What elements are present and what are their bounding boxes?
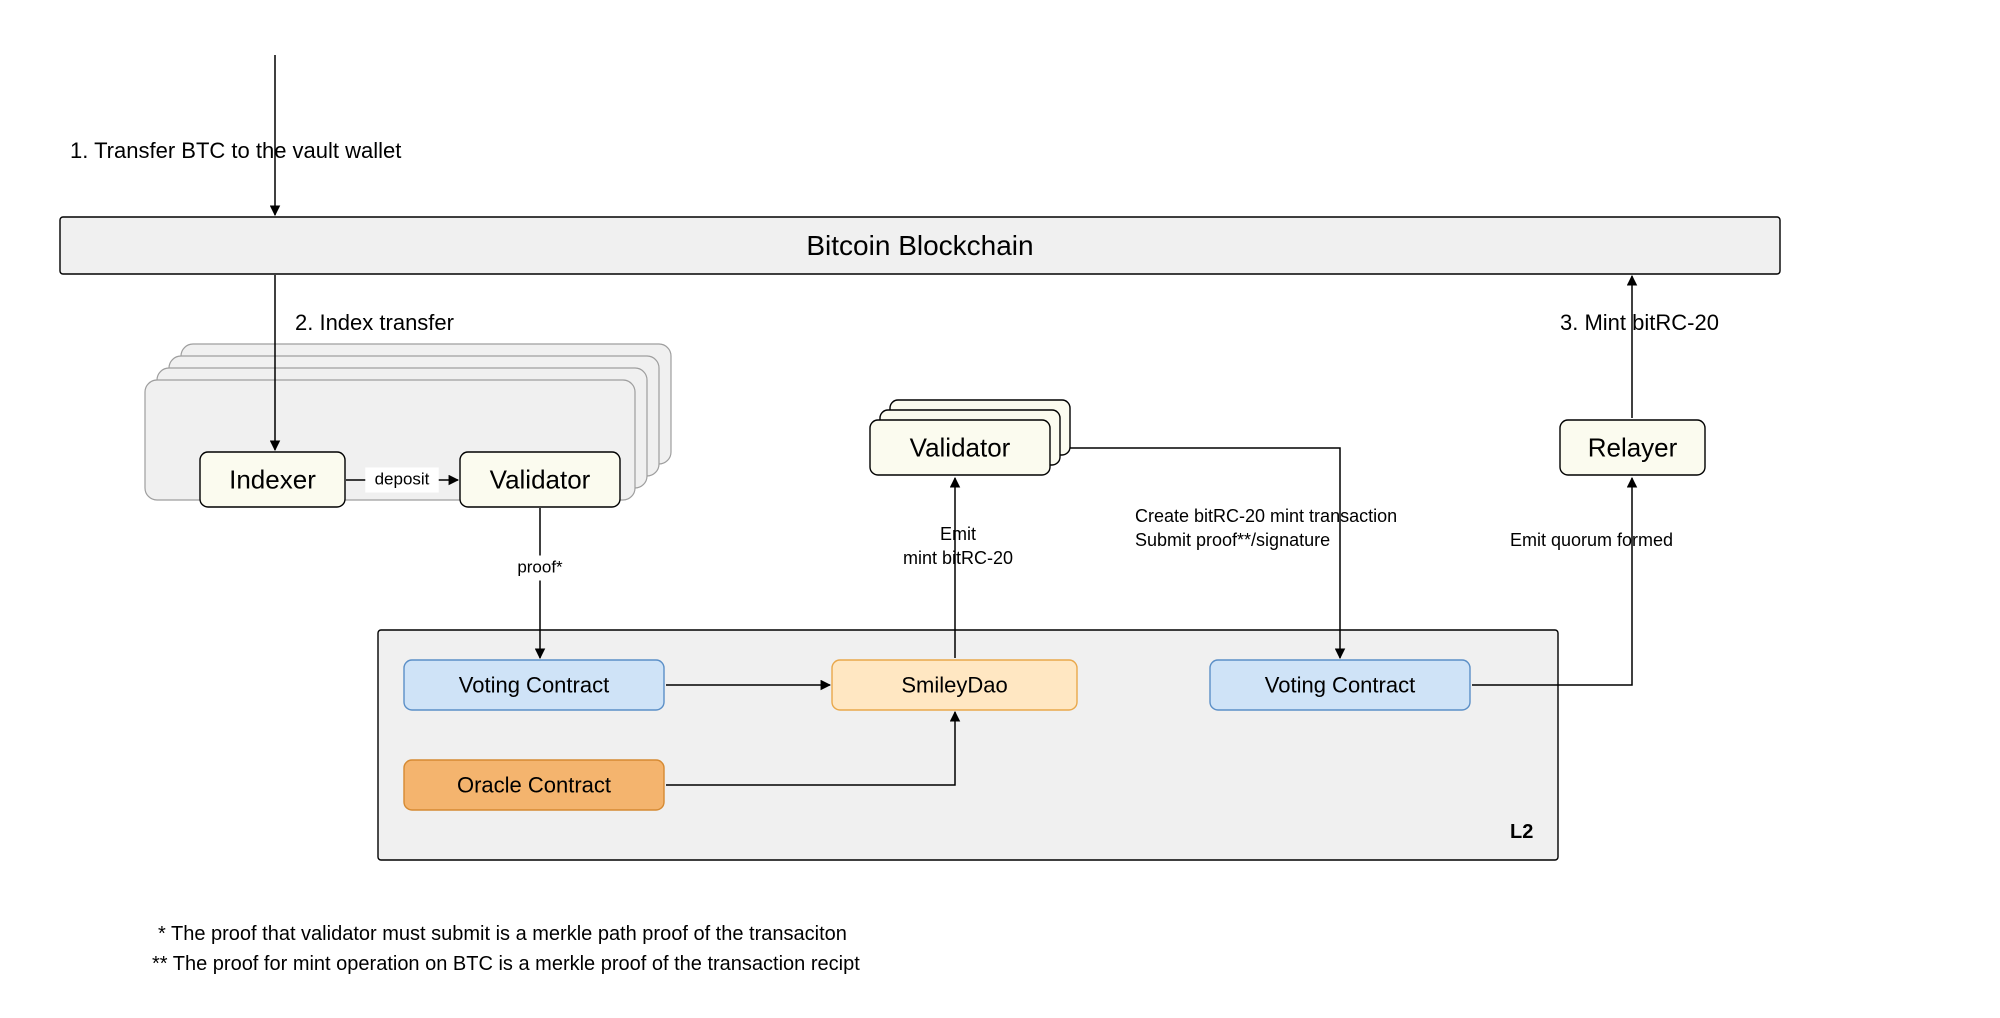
createTx1: Create bitRC-20 mint transaction [1135,506,1397,526]
oracle-label: Oracle Contract [457,773,611,798]
indexer-label: Indexer [229,465,316,495]
validatorToVoting1-label: proof* [517,557,563,576]
footnote2: ** The proof for mint operation on BTC i… [152,953,860,975]
smileyDao-label: SmileyDao [901,673,1007,698]
step1: 1. Transfer BTC to the vault wallet [70,138,401,163]
createTx2: Submit proof**/signature [1135,530,1330,550]
validator2-label: Validator [910,433,1011,463]
relayer-label: Relayer [1588,433,1678,463]
step3: 3. Mint bitRC-20 [1560,310,1719,335]
voting1-label: Voting Contract [459,673,609,698]
step2: 2. Index transfer [295,310,454,335]
emitMint1: Emit [940,524,976,544]
validator1-label: Validator [490,465,591,495]
emitQuorum: Emit quorum formed [1510,530,1673,550]
bitcoin-label: Bitcoin Blockchain [806,230,1033,261]
footnote1: * The proof that validator must submit i… [158,923,847,945]
emitMint2: mint bitRC-20 [903,548,1013,568]
voting2-label: Voting Contract [1265,673,1415,698]
l2-label: L2 [1510,821,1533,843]
indexerToValidator-label: deposit [375,469,430,488]
validator2ToVoting2 [1052,448,1340,658]
